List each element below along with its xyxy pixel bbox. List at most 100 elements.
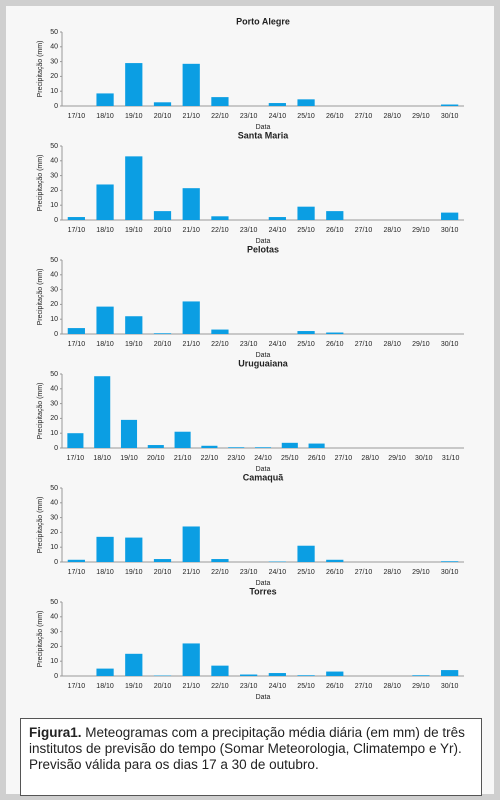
x-tick-label: 31/10 [442, 455, 460, 462]
x-tick-label: 29/10 [412, 341, 430, 348]
bar [326, 559, 344, 562]
x-tick-label: 21/10 [174, 455, 192, 462]
y-tick-label: 0 [54, 217, 58, 224]
x-tick-label: 27/10 [355, 113, 373, 120]
x-tick-label: 22/10 [211, 569, 229, 576]
y-tick-label: 20 [50, 643, 58, 650]
bar [326, 332, 344, 334]
x-tick-label: 19/10 [125, 569, 143, 576]
bar [67, 217, 85, 220]
y-axis-label: Precipitação (mm) [37, 269, 44, 326]
x-tick-label: 24/10 [269, 569, 287, 576]
x-tick-label: 26/10 [326, 113, 344, 120]
x-tick-label: 27/10 [355, 227, 373, 234]
y-tick-label: 10 [50, 430, 58, 437]
y-axis-label: Precipitação (mm) [37, 497, 44, 554]
x-tick-label: 23/10 [240, 341, 258, 348]
x-tick-label: 18/10 [96, 227, 114, 234]
bar [153, 211, 172, 220]
chart-title: Santa Maria [238, 130, 290, 140]
y-axis-label: Precipitação (mm) [37, 611, 44, 668]
y-tick-label: 40 [50, 158, 58, 165]
bar [441, 212, 459, 220]
y-tick-label: 0 [54, 445, 58, 452]
bar [125, 653, 143, 676]
x-tick-label: 27/10 [335, 455, 353, 462]
x-tick-label: 21/10 [182, 227, 200, 234]
x-tick-label: 29/10 [412, 227, 430, 234]
chart-title: Torres [249, 586, 276, 596]
bar [125, 316, 143, 334]
x-tick-label: 26/10 [308, 455, 326, 462]
x-tick-label: 28/10 [383, 113, 401, 120]
bar [268, 673, 286, 676]
x-axis-label: Data [256, 352, 271, 359]
x-tick-label: 23/10 [240, 683, 258, 690]
x-tick-label: 25/10 [297, 113, 315, 120]
x-tick-label: 27/10 [355, 569, 373, 576]
y-tick-label: 30 [50, 58, 58, 65]
bar [67, 559, 85, 562]
x-tick-label: 20/10 [154, 683, 172, 690]
bar [297, 331, 315, 334]
charts: Porto Alegre Precipitação (mm) Data 0 10 20 30… [37, 16, 464, 701]
bar [441, 561, 459, 562]
chart-title: Camaquã [243, 472, 285, 482]
y-tick-label: 10 [50, 316, 58, 323]
bar [94, 376, 111, 448]
y-tick-label: 40 [50, 44, 58, 51]
bar [182, 526, 200, 562]
chart-title: Uruguaiana [238, 358, 289, 368]
chart-title: Pelotas [247, 244, 279, 254]
bar [96, 184, 114, 220]
x-tick-label: 17/10 [68, 569, 86, 576]
x-tick-label: 20/10 [154, 569, 172, 576]
x-tick-label: 17/10 [67, 455, 85, 462]
x-tick-label: 19/10 [125, 227, 143, 234]
figure: Porto Alegre Precipitação (mm) Data 0 10 20 30… [6, 6, 494, 796]
x-tick-label: 20/10 [154, 227, 172, 234]
x-tick-label: 23/10 [227, 455, 245, 462]
bar [297, 206, 315, 220]
x-tick-label: 23/10 [240, 227, 258, 234]
bar [297, 99, 315, 106]
y-tick-label: 20 [50, 187, 58, 194]
x-tick-label: 25/10 [297, 683, 315, 690]
x-tick-label: 22/10 [211, 683, 229, 690]
x-tick-label: 30/10 [441, 569, 459, 576]
x-tick-label: 21/10 [182, 113, 200, 120]
x-tick-label: 18/10 [96, 341, 114, 348]
bar [228, 447, 245, 448]
x-tick-label: 22/10 [211, 227, 229, 234]
bar [211, 665, 229, 676]
bar [67, 433, 84, 448]
x-axis-label: Data [256, 580, 271, 587]
x-tick-label: 28/10 [383, 683, 401, 690]
x-tick-label: 29/10 [412, 569, 430, 576]
x-tick-label: 24/10 [254, 455, 272, 462]
x-tick-label: 28/10 [383, 341, 401, 348]
bar [125, 156, 143, 220]
y-tick-label: 0 [54, 673, 58, 680]
x-tick-label: 20/10 [154, 113, 172, 120]
bar [412, 675, 430, 676]
y-tick-label: 30 [50, 286, 58, 293]
bar [297, 675, 315, 676]
x-tick-label: 22/10 [211, 113, 229, 120]
x-tick-label: 24/10 [269, 683, 287, 690]
x-tick-label: 19/10 [125, 113, 143, 120]
bar [268, 217, 286, 220]
x-tick-label: 30/10 [415, 455, 433, 462]
x-axis-label: Data [256, 466, 271, 473]
x-axis-label: Data [256, 238, 271, 245]
bar [153, 333, 172, 334]
x-tick-label: 22/10 [211, 341, 229, 348]
y-tick-label: 20 [50, 73, 58, 80]
bar [182, 301, 200, 334]
bar [153, 559, 172, 562]
y-tick-label: 50 [50, 257, 58, 264]
x-tick-label: 27/10 [355, 341, 373, 348]
caption: Figura1. Meteogramas com a precipitação … [20, 718, 482, 796]
x-tick-label: 17/10 [68, 341, 86, 348]
y-tick-label: 30 [50, 628, 58, 635]
